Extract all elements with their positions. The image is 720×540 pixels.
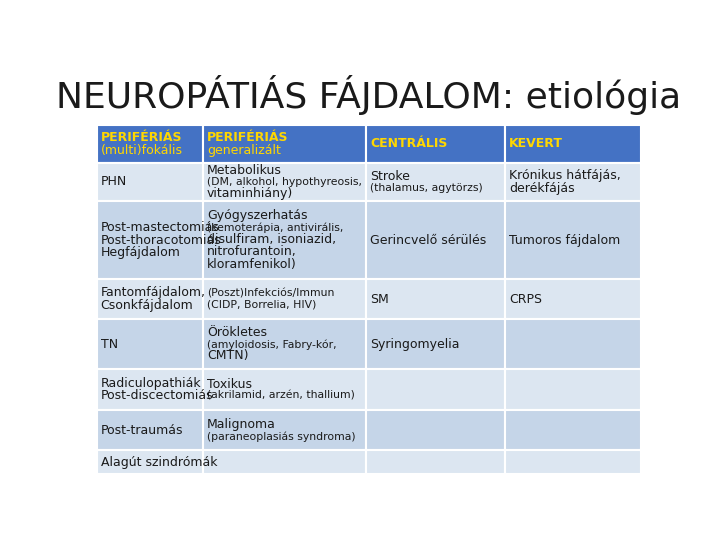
Text: Örökletes: Örökletes <box>207 326 267 339</box>
Text: Gerincvelő sérülés: Gerincvelő sérülés <box>370 233 487 247</box>
Bar <box>505 410 642 450</box>
Text: Metabolikus: Metabolikus <box>207 164 282 177</box>
Text: kloramfenikol): kloramfenikol) <box>207 258 297 271</box>
Text: Post-discectomiás: Post-discectomiás <box>101 389 213 402</box>
Text: TN: TN <box>101 338 118 351</box>
Text: Hegfájdalom: Hegfájdalom <box>101 246 181 259</box>
Bar <box>366 319 505 369</box>
Text: (Poszt)Infekciós/Immun: (Poszt)Infekciós/Immun <box>207 289 334 299</box>
Bar <box>505 125 642 163</box>
Bar <box>203 279 366 319</box>
Text: Gyógyszerhatás: Gyógyszerhatás <box>207 210 307 222</box>
Bar <box>96 369 203 410</box>
Text: Post-mastectomiás: Post-mastectomiás <box>101 221 220 234</box>
Bar <box>96 163 203 201</box>
Text: Csonkfájdalom: Csonkfájdalom <box>101 299 194 312</box>
Text: CRPS: CRPS <box>509 293 542 306</box>
Text: PERIFÉRIÁS: PERIFÉRIÁS <box>101 131 182 144</box>
Text: (kemoterápia, antivirális,: (kemoterápia, antivirális, <box>207 222 343 233</box>
Text: Stroke: Stroke <box>370 170 410 183</box>
Text: (thalamus, agytörzs): (thalamus, agytörzs) <box>370 183 483 193</box>
Bar <box>505 163 642 201</box>
Bar <box>203 410 366 450</box>
Bar <box>96 450 203 474</box>
Text: Malignoma: Malignoma <box>207 418 276 431</box>
Bar <box>203 125 366 163</box>
Text: Toxikus: Toxikus <box>207 377 252 390</box>
Text: Krónikus hátfájás,: Krónikus hátfájás, <box>509 169 621 182</box>
Text: (DM, alkohol, hypothyreosis,: (DM, alkohol, hypothyreosis, <box>207 177 362 187</box>
Bar <box>96 125 203 163</box>
Text: Syringomyelia: Syringomyelia <box>370 338 459 351</box>
Text: generalizált: generalizált <box>207 144 281 157</box>
Text: KEVERT: KEVERT <box>509 137 563 150</box>
Bar <box>203 369 366 410</box>
Bar <box>96 410 203 450</box>
Bar <box>366 369 505 410</box>
Text: Alagút szindrómák: Alagút szindrómák <box>101 456 217 469</box>
Bar <box>505 369 642 410</box>
Bar <box>203 450 366 474</box>
Text: PERIFÉRIÁS: PERIFÉRIÁS <box>207 131 288 144</box>
Text: SM: SM <box>370 293 389 306</box>
Bar <box>505 450 642 474</box>
Text: disulfiram, isoniazid,: disulfiram, isoniazid, <box>207 233 336 246</box>
Text: (paraneoplasiás syndroma): (paraneoplasiás syndroma) <box>207 431 356 442</box>
Bar <box>366 410 505 450</box>
Bar <box>203 201 366 279</box>
Text: Radiculopathiák: Radiculopathiák <box>101 377 201 390</box>
Text: Fantomfájdalom,: Fantomfájdalom, <box>101 286 206 299</box>
Bar <box>505 279 642 319</box>
Bar <box>366 279 505 319</box>
Text: (multi)fokális: (multi)fokális <box>101 144 183 157</box>
Text: PHN: PHN <box>101 176 127 188</box>
Text: NEUROPÁTIÁS FÁJDALOM: etiológia: NEUROPÁTIÁS FÁJDALOM: etiológia <box>56 75 682 115</box>
Text: CMTN): CMTN) <box>207 349 248 362</box>
Bar <box>366 201 505 279</box>
Text: Post-thoracotomiás: Post-thoracotomiás <box>101 233 221 247</box>
Bar <box>505 319 642 369</box>
Bar <box>366 125 505 163</box>
Bar <box>505 201 642 279</box>
Text: derékfájás: derékfájás <box>509 181 575 194</box>
Text: Post-traumás: Post-traumás <box>101 423 183 436</box>
Text: (CIDP, Borrelia, HIV): (CIDP, Borrelia, HIV) <box>207 300 316 309</box>
Bar <box>366 163 505 201</box>
Bar <box>203 163 366 201</box>
Text: vitaminhiány): vitaminhiány) <box>207 187 293 200</box>
Text: Tumoros fájdalom: Tumoros fájdalom <box>509 233 621 247</box>
Bar <box>203 319 366 369</box>
Text: CENTRÁLIS: CENTRÁLIS <box>370 137 448 150</box>
Bar <box>96 201 203 279</box>
Text: nitrofurantoin,: nitrofurantoin, <box>207 245 297 258</box>
Text: (akrilamid, arzén, thallium): (akrilamid, arzén, thallium) <box>207 391 355 401</box>
Bar <box>366 450 505 474</box>
Bar <box>96 279 203 319</box>
Bar <box>96 319 203 369</box>
Text: (amyloidosis, Fabry-kór,: (amyloidosis, Fabry-kór, <box>207 339 336 349</box>
